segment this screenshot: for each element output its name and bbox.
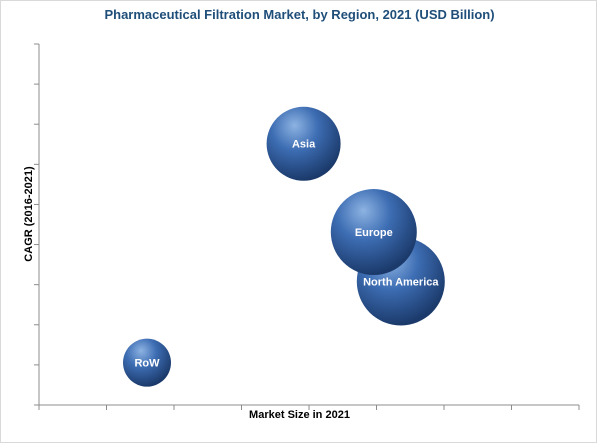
- bubble-label: Europe: [355, 227, 393, 239]
- bubble-label: RoW: [134, 358, 160, 370]
- chart-title: Pharmaceutical Filtration Market, by Reg…: [104, 7, 495, 22]
- bubble-row: RoW: [123, 338, 171, 387]
- bubble-mark: [330, 189, 417, 276]
- bubble-mark: [266, 106, 341, 181]
- bubble-label: North America: [363, 276, 439, 288]
- bubble-mark: [123, 338, 171, 387]
- bubble-europe: Europe: [330, 189, 417, 276]
- x-axis-title: Market Size in 2021: [249, 409, 350, 421]
- bubble-asia: Asia: [266, 106, 341, 181]
- bubble-label: Asia: [292, 139, 316, 151]
